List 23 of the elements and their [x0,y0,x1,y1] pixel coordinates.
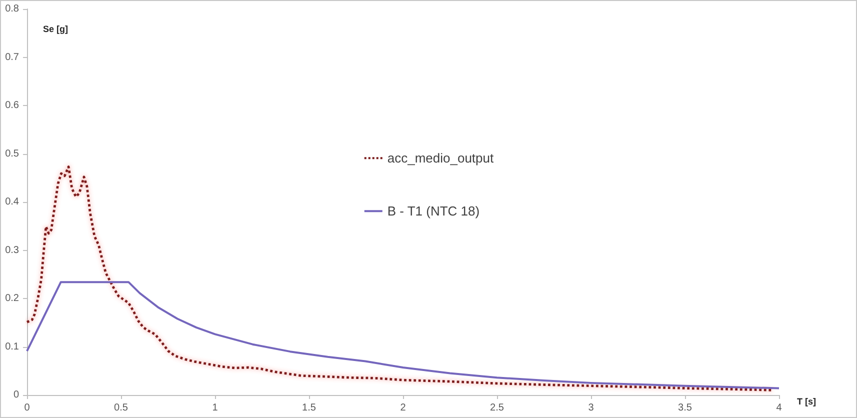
x-tick-label: 4 [776,402,782,414]
x-tick-label: 1 [212,402,218,414]
y-tick-label: 0.6 [5,100,20,111]
x-tick-label: 1.5 [302,402,316,414]
y-tick-label: 0.1 [5,341,20,352]
legend-label: B - T1 (NTC 18) [387,204,480,219]
x-tick-label: 2.5 [490,402,504,414]
y-tick-label: 0.5 [5,148,20,160]
y-tick-label: 0.7 [5,52,20,63]
x-tick-label: 2 [400,402,406,414]
y-tick-label: 0.8 [5,4,20,14]
legend-label: acc_medio_output [387,150,494,166]
y-tick-label: 0 [13,390,20,400]
x-tick-label: 0 [24,402,30,414]
y-tick-label: 0.3 [5,244,20,256]
x-tick-label: 0.5 [114,402,128,414]
y-tick-label: 0.4 [5,196,20,208]
x-axis-title: T [s] [797,396,816,406]
x-tick-label: 3 [588,402,594,414]
y-tick-label: 0.2 [5,293,20,304]
line-series [26,281,780,390]
x-tick-label: 3.5 [678,402,692,414]
y-axis-title: Se [g] [43,24,68,34]
